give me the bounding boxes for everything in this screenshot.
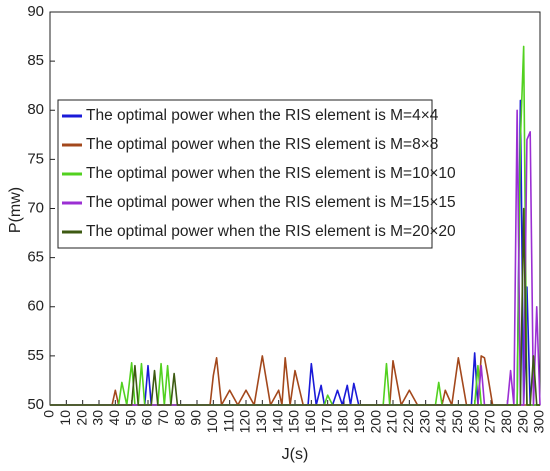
- y-axis-label: P(mw): [7, 187, 24, 233]
- x-tick-label: 130: [253, 410, 269, 434]
- x-tick-label: 200: [367, 410, 383, 434]
- y-tick-label: 70: [27, 199, 44, 216]
- y-tick-label: 60: [27, 298, 44, 315]
- x-tick-label: 100: [204, 410, 220, 434]
- x-tick-label: 30: [90, 410, 106, 426]
- y-tick-label: 65: [27, 249, 44, 266]
- legend-label: The optimal power when the RIS element i…: [86, 165, 456, 182]
- x-tick-label: 10: [57, 410, 73, 426]
- x-tick-label: 140: [269, 410, 285, 434]
- legend-box: [57, 99, 433, 249]
- x-tick-label: 20: [73, 410, 89, 426]
- x-tick-label: 270: [482, 410, 498, 434]
- y-tick-label: 80: [27, 101, 44, 118]
- x-tick-label: 210: [384, 410, 400, 434]
- x-tick-label: 230: [416, 410, 432, 434]
- x-tick-label: 0: [41, 410, 57, 418]
- x-tick-label: 250: [449, 410, 465, 434]
- y-tick-label: 50: [27, 396, 44, 413]
- x-tick-label: 90: [188, 410, 204, 426]
- x-tick-label: 220: [400, 410, 416, 434]
- series-line: [50, 355, 540, 406]
- y-tick-label: 55: [27, 347, 44, 364]
- x-tick-label: 70: [155, 410, 171, 426]
- x-tick-label: 50: [122, 410, 138, 426]
- y-tick-label: 85: [27, 52, 44, 69]
- x-tick-label: 150: [286, 410, 302, 434]
- x-tick-label: 120: [237, 410, 253, 434]
- legend-label: The optimal power when the RIS element i…: [86, 223, 456, 240]
- x-tick-label: 170: [318, 410, 334, 434]
- x-tick-label: 40: [106, 410, 122, 426]
- legend-label: The optimal power when the RIS element i…: [86, 136, 438, 153]
- x-tick-label: 60: [139, 410, 155, 426]
- x-tick-label: 300: [531, 410, 547, 434]
- legend-label: The optimal power when the RIS element i…: [86, 194, 456, 211]
- x-tick-label: 260: [465, 410, 481, 434]
- x-tick-label: 290: [514, 410, 530, 434]
- y-tick-label: 90: [27, 3, 44, 20]
- x-tick-label: 160: [302, 410, 318, 434]
- x-tick-label: 80: [171, 410, 187, 426]
- series-line: [50, 207, 540, 406]
- x-tick-label: 240: [433, 410, 449, 434]
- y-tick-label: 75: [27, 150, 44, 167]
- legend: The optimal power when the RIS element i…: [57, 99, 456, 249]
- x-tick-label: 280: [498, 410, 514, 434]
- legend-label: The optimal power when the RIS element i…: [86, 107, 439, 124]
- x-tick-label: 180: [335, 410, 351, 434]
- x-tick-label: 190: [351, 410, 367, 434]
- x-axis-label: J(s): [282, 446, 309, 463]
- x-tick-label: 110: [220, 410, 236, 433]
